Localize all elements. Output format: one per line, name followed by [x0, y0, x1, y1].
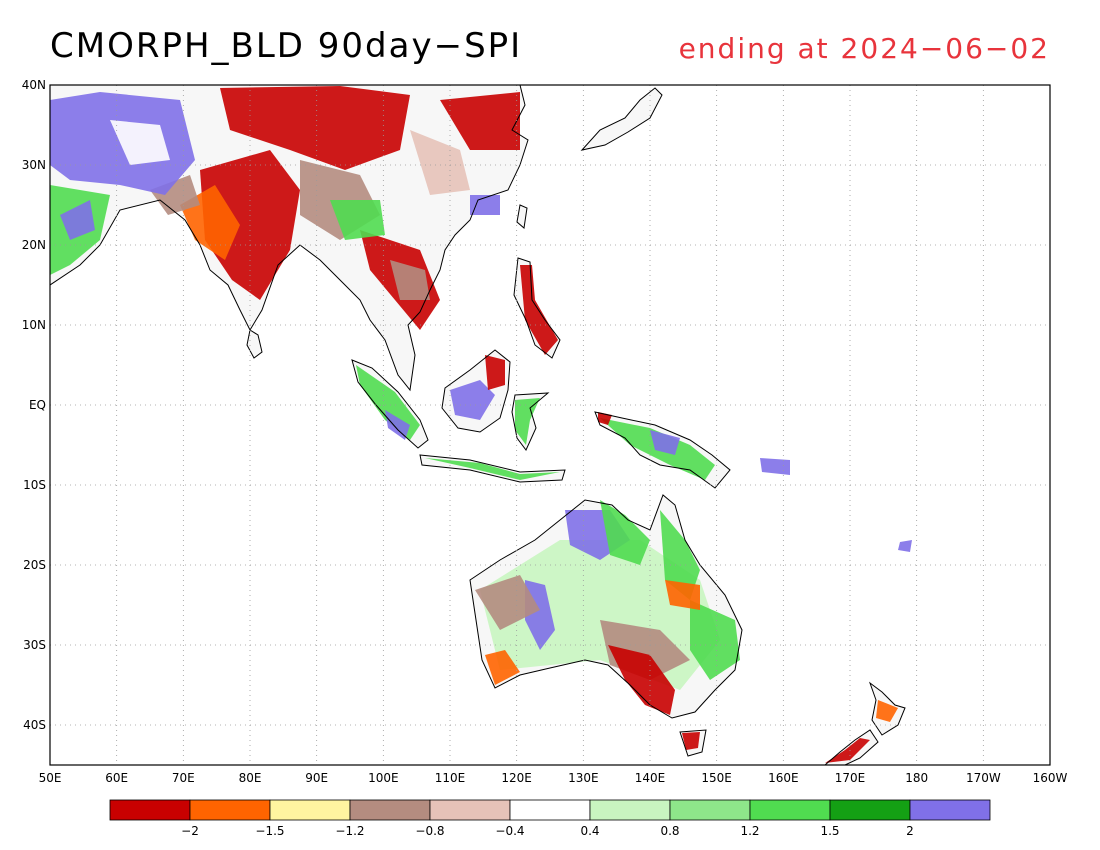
spi-patch-wet-extreme — [450, 380, 495, 420]
landmass-australia-coastline — [469, 494, 743, 719]
landmass-sulawesi-coastline — [511, 392, 550, 451]
spi-anomaly-patches — [50, 86, 912, 763]
longitude-label: 80E — [239, 771, 262, 785]
longitude-label: 110E — [435, 771, 466, 785]
coastlines — [50, 85, 906, 765]
legend-label: −1.2 — [335, 824, 364, 838]
spi-patch-dry-extreme — [485, 355, 505, 390]
map-date-subtitle: ending at 2024−06−02 — [678, 32, 1050, 65]
spi-patch-wet-moderate — [660, 510, 700, 600]
longitude-label: 180 — [905, 771, 928, 785]
landmass-new-zealand-north-coastline — [868, 681, 906, 736]
spi-patch-wet-moderate — [356, 365, 420, 440]
spi-patch-wet-moderate — [600, 500, 650, 565]
landmass-philippines-coastline — [513, 257, 561, 359]
latitude-label: 10N — [22, 318, 46, 332]
legend-swatch — [509, 799, 591, 821]
longitude-label: 150E — [701, 771, 732, 785]
longitude-label: 120E — [501, 771, 532, 785]
graticule — [50, 85, 1050, 765]
legend-label: −0.4 — [495, 824, 524, 838]
legend-label: 1.5 — [820, 824, 839, 838]
legend-label: 1.2 — [740, 824, 759, 838]
latitude-label: 10S — [23, 478, 46, 492]
longitude-label: 140E — [635, 771, 666, 785]
legend-swatch — [269, 799, 351, 821]
landmass-japan-coastline — [580, 87, 663, 151]
legend-swatch — [109, 799, 191, 821]
landmass-japan — [582, 88, 662, 150]
spi-patch-dry-extreme — [825, 738, 870, 763]
spi-patch-dry-mild — [150, 175, 200, 215]
latitude-label: 40N — [22, 78, 46, 92]
legend-label: 0.4 — [580, 824, 599, 838]
latitude-labels: 40N 30N 20N 10N EQ 10S 20S 30S 40S — [22, 78, 46, 732]
spi-patch-dry-mild — [475, 575, 540, 630]
latitude-label: 20N — [22, 238, 46, 252]
spi-patch-wet-moderate — [330, 200, 385, 240]
landmass-java-coastline — [419, 454, 566, 483]
map-title: CMORPH_BLD 90day−SPI — [50, 26, 523, 66]
longitude-label: 160W — [1033, 771, 1068, 785]
spi-patch-dry-mild — [390, 260, 430, 300]
longitude-label: 170W — [966, 771, 1001, 785]
longitude-label: 50E — [39, 771, 62, 785]
legend-swatch — [749, 799, 831, 821]
spi-patch-neutral — [110, 120, 170, 165]
latitude-label: 30N — [22, 158, 46, 172]
longitude-label: 60E — [105, 771, 128, 785]
legend-swatch — [349, 799, 431, 821]
landmass-asia-coastline — [50, 85, 529, 392]
longitude-label: 90E — [305, 771, 328, 785]
legend-swatch — [829, 799, 911, 821]
longitude-label: 100E — [368, 771, 399, 785]
spi-patch-dry-severe — [485, 650, 520, 685]
spi-patch-wet-moderate — [515, 398, 540, 445]
legend-swatch — [589, 799, 671, 821]
landmass-new-guinea-coastline — [594, 411, 731, 489]
landmass-sri-lanka-coastline — [246, 329, 263, 359]
spi-patch-wet-extreme — [650, 430, 680, 455]
legend-label: 2 — [906, 824, 914, 838]
spi-patch-wet-extreme — [898, 540, 912, 552]
latitude-label: 30S — [23, 638, 46, 652]
spi-patch-wet-extreme — [760, 458, 790, 475]
spi-patch-dry-severe — [876, 700, 898, 722]
landmass-taiwan-coastline — [516, 204, 528, 229]
spi-patch-dry-extreme — [440, 92, 520, 150]
spi-patch-dry-slight — [410, 130, 470, 195]
legend-label: −1.5 — [255, 824, 284, 838]
longitude-label: 160E — [768, 771, 799, 785]
landmass-tasmania-coastline — [679, 729, 707, 757]
map-frame — [49, 84, 1051, 766]
latitude-label: 20S — [23, 558, 46, 572]
longitude-label: 170E — [835, 771, 866, 785]
spi-patch-dry-extreme — [682, 732, 700, 750]
legend-label: −0.8 — [415, 824, 444, 838]
legend-swatch — [669, 799, 751, 821]
legend-label: −2 — [181, 824, 199, 838]
legend-swatch — [429, 799, 511, 821]
landmass-sumatra-coastline — [351, 359, 429, 449]
landmass-borneo-coastline — [441, 349, 511, 433]
latitude-label: EQ — [29, 398, 46, 412]
spi-patch-dry-severe — [665, 580, 700, 610]
landmass-new-zealand-south-coastline — [824, 729, 879, 765]
spi-patch-dry-extreme — [608, 645, 675, 715]
spi-patch-wet-moderate — [690, 600, 740, 680]
legend-swatch — [909, 799, 991, 821]
spi-patch-wet-extreme — [385, 410, 410, 440]
legend-label: 0.8 — [660, 824, 679, 838]
longitude-labels: 50E 60E 70E 80E 90E 100E 110E 120E 130E 140E 150E 1… — [39, 771, 1068, 785]
longitude-label: 130E — [568, 771, 599, 785]
spi-patch-wet-moderate — [425, 458, 560, 480]
legend-swatch — [189, 799, 271, 821]
spi-patch-dry-extreme — [220, 86, 410, 170]
latitude-label: 40S — [23, 718, 46, 732]
spi-patch-wet-extreme — [60, 200, 95, 240]
color-legend: −2 −1.5 −1.2 −0.8 −0.4 0.4 0.8 1.2 1.5 2 — [109, 799, 991, 838]
longitude-label: 70E — [172, 771, 195, 785]
